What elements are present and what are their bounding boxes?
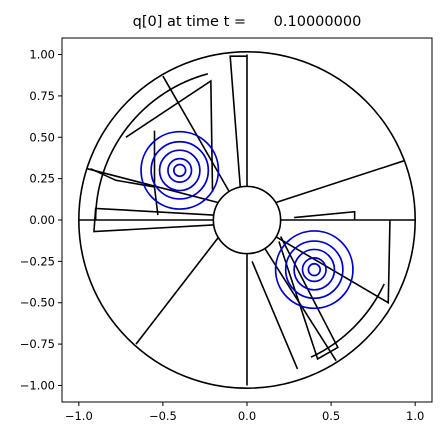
contour-line bbox=[307, 262, 322, 277]
x-axis: −1.0 −0.5 0.0 0.5 1.0 bbox=[65, 402, 424, 423]
patch-outline bbox=[93, 207, 214, 233]
y-tick-label: −0.75 bbox=[20, 337, 55, 351]
chart-title: q[0] at time t = 0.10000000 bbox=[133, 14, 362, 30]
contour-line bbox=[167, 157, 193, 183]
patch-edge bbox=[275, 159, 406, 204]
patch-outline bbox=[90, 167, 155, 188]
axes-frame bbox=[61, 37, 433, 403]
contour-line bbox=[284, 240, 344, 300]
x-tick-label: 0.0 bbox=[238, 409, 256, 423]
plot-area bbox=[78, 51, 416, 389]
y-tick-label: −1.00 bbox=[20, 378, 55, 392]
y-axis: 1.00 0.75 0.50 0.25 0.00 −0.25 −0.50 −0.75 −1.00 bbox=[20, 48, 62, 392]
contour-line bbox=[301, 257, 327, 283]
contour-line bbox=[158, 149, 201, 192]
inner-boundary bbox=[212, 185, 282, 255]
patch-outline bbox=[278, 236, 339, 361]
x-tick-label: 0.5 bbox=[322, 409, 340, 423]
contour-line bbox=[293, 248, 336, 291]
x-tick-label: −0.5 bbox=[149, 409, 177, 423]
contour-line bbox=[172, 163, 187, 178]
y-tick-label: 1.00 bbox=[29, 48, 55, 62]
y-tick-label: 0.50 bbox=[29, 130, 55, 144]
y-tick-label: 0.75 bbox=[29, 89, 55, 103]
y-tick-label: −0.25 bbox=[20, 254, 55, 268]
patch-outline bbox=[125, 79, 214, 192]
y-tick-label: −0.50 bbox=[20, 296, 55, 310]
y-tick-label: 0.00 bbox=[29, 213, 55, 227]
patch-edge bbox=[162, 75, 231, 193]
refinement-arc bbox=[94, 73, 209, 221]
patch-outline bbox=[294, 210, 356, 220]
patch-outline bbox=[251, 261, 299, 370]
contour-line bbox=[150, 140, 210, 200]
x-tick-label: −1.0 bbox=[65, 409, 93, 423]
x-tick-label: 1.0 bbox=[406, 409, 424, 423]
refinement-arc bbox=[310, 283, 385, 358]
contour-line bbox=[140, 130, 220, 210]
patch-edge bbox=[87, 167, 219, 204]
contour-line bbox=[274, 230, 354, 310]
patch-edge bbox=[135, 236, 220, 345]
y-tick-label: 0.25 bbox=[29, 172, 55, 186]
patch-outline bbox=[229, 55, 247, 187]
